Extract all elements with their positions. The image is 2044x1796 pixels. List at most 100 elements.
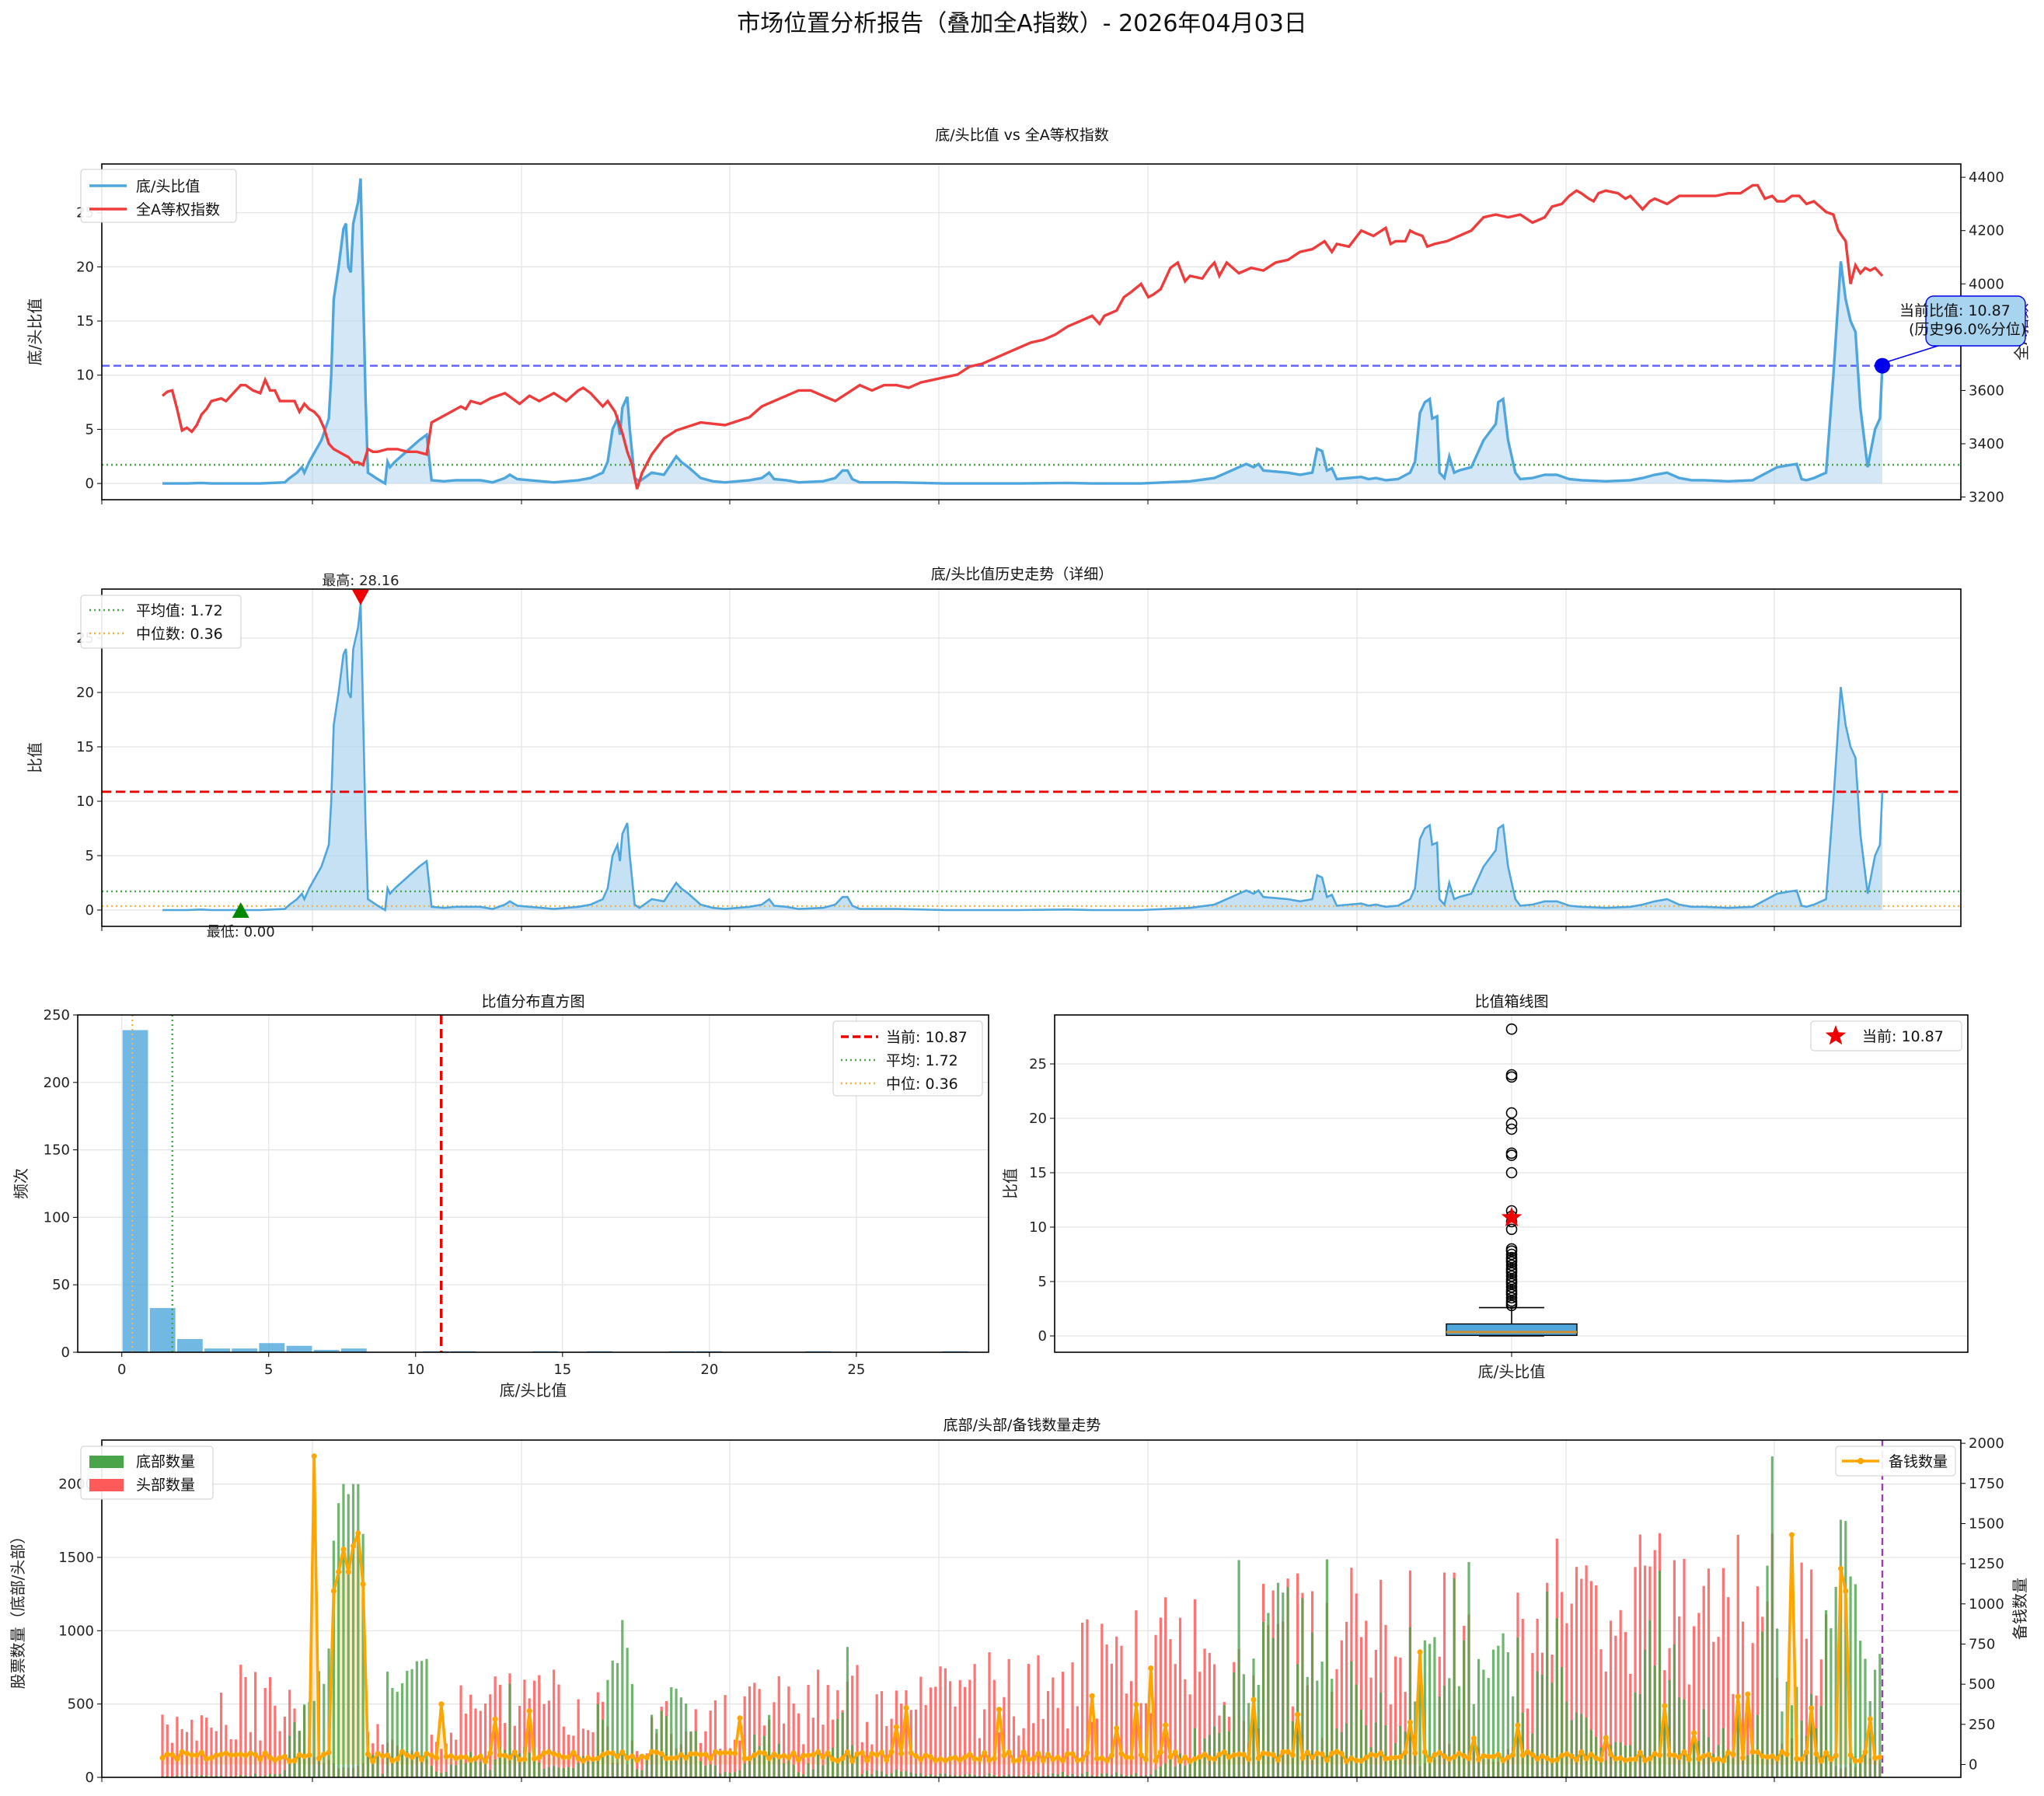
cash-dot-153 (908, 1750, 914, 1756)
top-bar-386 (1105, 1644, 1108, 1777)
cash-dot-351 (1877, 1754, 1883, 1760)
hist-legend-current: 当前: 10.87 (886, 1029, 968, 1046)
top-bar-366 (1056, 1707, 1059, 1777)
cash-dot-263 (1446, 1756, 1453, 1762)
cash-dot-96 (629, 1753, 635, 1759)
top-bar-254 (782, 1723, 786, 1777)
cash-dot-278 (1519, 1752, 1526, 1758)
outlier-15 (1505, 1248, 1518, 1261)
cash-dot-77 (536, 1754, 542, 1760)
bottom-bar-520 (1433, 1637, 1436, 1777)
bottom-bar-250 (773, 1757, 776, 1777)
bottom-bar-314 (929, 1774, 933, 1777)
cash-dot-17 (242, 1752, 249, 1759)
cash-area (162, 1456, 1880, 1765)
cash-dot-287 (1564, 1751, 1570, 1757)
box-legend: 当前: 10.87 (1810, 1020, 1962, 1051)
cash-dot-156 (923, 1752, 929, 1759)
cash-dot-187 (1074, 1757, 1080, 1763)
bottom-bar-270 (821, 1765, 825, 1777)
bottom-bar-196 (640, 1770, 644, 1777)
cash-dot-143 (859, 1749, 865, 1756)
cash-dot-1 (164, 1751, 170, 1757)
top-bar-24 (219, 1692, 223, 1777)
ytick-label-2: 1000 (58, 1623, 94, 1639)
top-bar-646 (1741, 1621, 1745, 1777)
bottom-bar-476 (1325, 1559, 1329, 1777)
box-legend-current: 当前: 10.87 (1862, 1028, 1944, 1045)
top-bar-652 (1756, 1586, 1760, 1777)
y2tick-label-5: 4200 (1969, 223, 2004, 239)
bottom-bar-390 (1115, 1772, 1118, 1777)
legend-ratio-label: 底/头比值 (136, 178, 200, 195)
bottom-bar-142 (508, 1683, 511, 1777)
top-bar-154 (538, 1675, 541, 1777)
top-bar-504 (1393, 1656, 1397, 1777)
bottom-bar-450 (1261, 1621, 1265, 1777)
bottom-bar-434 (1223, 1705, 1226, 1777)
ytick-label-3: 15 (76, 313, 94, 330)
top-bar-252 (777, 1676, 780, 1777)
top-bar-590 (1604, 1671, 1607, 1777)
counts-bars (161, 1456, 1882, 1777)
top-bar-354 (1027, 1664, 1030, 1777)
bottom-bar-492 (1365, 1725, 1368, 1777)
bottom-bar-680 (1824, 1609, 1828, 1777)
cash-dot-128 (786, 1754, 792, 1760)
bottom-bar-700 (1873, 1669, 1877, 1777)
bottom-bar-422 (1193, 1728, 1197, 1777)
cash-dot-323 (1740, 1755, 1746, 1761)
y2tick-label-4: 4000 (1969, 276, 2004, 292)
cash-dot-147 (878, 1749, 884, 1756)
top-bar-636 (1717, 1637, 1720, 1777)
bottom-bar-74 (342, 1484, 345, 1777)
cash-dot-185 (1065, 1751, 1071, 1757)
cash-dot-81 (556, 1752, 562, 1759)
cash-dot-347 (1857, 1758, 1864, 1764)
bottom-bar-646 (1741, 1748, 1745, 1777)
cash-dot-240 (1334, 1749, 1340, 1755)
top-bar-674 (1810, 1569, 1813, 1777)
cash-dot-42 (365, 1751, 371, 1757)
cash-dot-332 (1784, 1751, 1790, 1757)
cash-dot-340 (1823, 1749, 1829, 1756)
ratio-line (162, 178, 1884, 486)
bottom-bar-244 (758, 1745, 761, 1777)
ratio-area (162, 178, 1882, 484)
cash-dot-301 (1632, 1756, 1638, 1763)
top-bar-350 (1017, 1735, 1020, 1777)
bottom-bar-164 (562, 1767, 565, 1777)
hist-reference-lines (131, 1015, 443, 1352)
top-bar-152 (532, 1680, 536, 1777)
bottom-bar-152 (532, 1748, 536, 1777)
cash-dot-179 (1035, 1750, 1041, 1756)
bottom-bar-438 (1233, 1672, 1236, 1777)
bottom-bar-484 (1345, 1723, 1348, 1777)
panel1-hlines (102, 364, 1961, 466)
bottom-bar-160 (553, 1766, 556, 1777)
cash-dot-327 (1760, 1753, 1766, 1759)
bottom-bar-40 (259, 1776, 262, 1777)
top-bar-256 (787, 1686, 790, 1777)
bottom-bar-408 (1159, 1766, 1162, 1777)
hist-xlabel: 底/头比值 (500, 1381, 567, 1400)
bottom-bar-22 (215, 1776, 218, 1777)
bottom-bar-396 (1129, 1774, 1133, 1777)
top-bar-670 (1800, 1562, 1803, 1777)
bottom-bar-304 (905, 1771, 908, 1777)
bottom-bar-232 (728, 1773, 731, 1777)
top-bar-32 (239, 1665, 242, 1777)
cash-dot-86 (580, 1758, 586, 1764)
top-bar-420 (1188, 1694, 1191, 1777)
cash-dot-324 (1745, 1691, 1751, 1697)
top-bar-164 (562, 1726, 565, 1777)
cash-dot-338 (1813, 1751, 1819, 1757)
cash-dot-70 (502, 1752, 508, 1759)
top-bar-292 (875, 1694, 878, 1777)
hist-ylabel: 频次 (12, 1168, 30, 1199)
bottom-bar-126 (469, 1752, 473, 1777)
cash-dot-239 (1329, 1750, 1335, 1756)
outlier-26 (1505, 1278, 1518, 1290)
bottom-bar-212 (679, 1697, 682, 1777)
cash-dot-55 (428, 1752, 434, 1759)
